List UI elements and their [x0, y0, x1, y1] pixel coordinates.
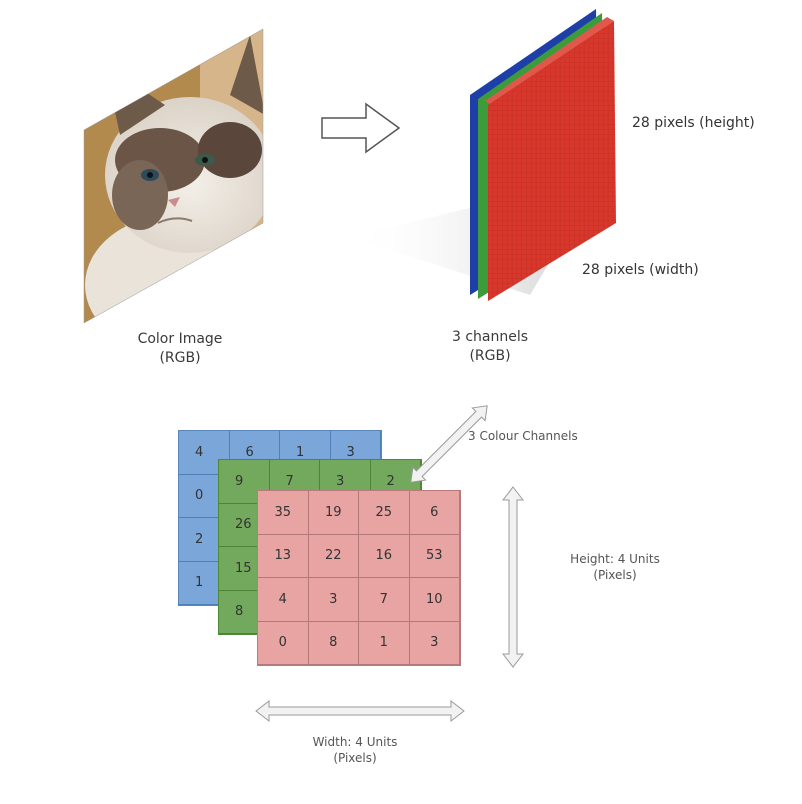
height-label-line-1: Height: 4 Units: [570, 552, 660, 566]
red-cell: 16: [359, 534, 410, 578]
rgb-tensor: [350, 9, 616, 301]
blue-cell: 4: [179, 431, 230, 475]
red-cell: 4: [258, 578, 309, 622]
red-cell: 8: [308, 621, 359, 665]
red-cell: 13: [258, 534, 309, 578]
channels-label: 3 Colour Channels: [468, 429, 578, 443]
color-image-caption: Color Image (RGB): [110, 330, 250, 368]
red-cell: 35: [258, 491, 309, 535]
height-arrow-icon: [502, 486, 524, 668]
red-cell: 6: [409, 491, 460, 535]
green-cell: 9: [219, 460, 270, 504]
red-cell: 22: [308, 534, 359, 578]
red-cell: 3: [308, 578, 359, 622]
red-cell: 19: [308, 491, 359, 535]
red-cell: 25: [359, 491, 410, 535]
channels-caption-line-1: 3 channels: [451, 329, 529, 345]
channels-caption-line-2: (RGB): [469, 348, 511, 364]
red-cell: 0: [258, 621, 309, 665]
cat-image: [83, 28, 264, 324]
tensor-height-label: 28 pixels (height): [632, 115, 755, 131]
channels-caption: 3 channels (RGB): [430, 328, 550, 366]
red-channel-grid: 35 19 25 6 13 22 16 53 4 3 7 10 0 8 1 3: [257, 490, 461, 666]
red-cell: 10: [409, 578, 460, 622]
tensor-width-label: 28 pixels (width): [582, 262, 699, 278]
width-label: Width: 4 Units (Pixels): [295, 734, 415, 766]
red-cell: 1: [359, 621, 410, 665]
channels-arrow-icon: [410, 405, 488, 483]
width-arrow-icon: [255, 700, 465, 722]
red-cell: 3: [409, 621, 460, 665]
red-cell: 53: [409, 534, 460, 578]
height-label: Height: 4 Units (Pixels): [555, 551, 675, 583]
right-arrow-icon: [321, 102, 401, 154]
caption-line-2: (RGB): [159, 350, 201, 366]
red-cell: 7: [359, 578, 410, 622]
width-label-line-2: (Pixels): [333, 751, 377, 765]
width-label-line-1: Width: 4 Units: [312, 735, 398, 749]
height-label-line-2: (Pixels): [593, 568, 637, 582]
caption-line-1: Color Image: [137, 331, 223, 347]
